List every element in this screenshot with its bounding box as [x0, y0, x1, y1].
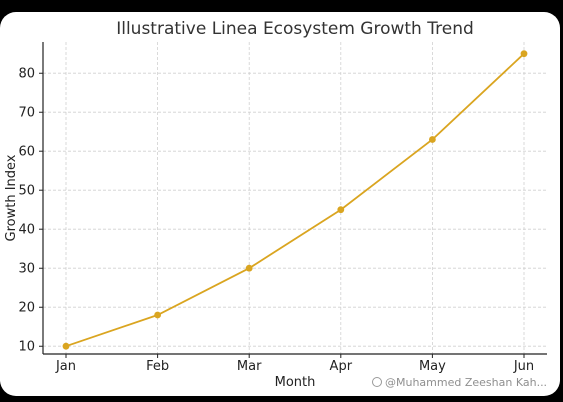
chart-title: Illustrative Linea Ecosystem Growth Tren…	[116, 19, 474, 39]
series-line	[65, 53, 525, 348]
x-tick-label: Jan	[55, 359, 76, 374]
y-tick-label: 70	[18, 106, 35, 121]
x-tick-label: May	[419, 359, 446, 374]
y-tick-label: 50	[18, 184, 35, 199]
chart-panel: Illustrative Linea Ecosystem Growth Tren…	[0, 12, 560, 396]
tick-labels: 10 20 30 40 50 60 70 80 Jan Feb Mar Apr May Jun	[18, 67, 534, 374]
y-tick-label: 80	[18, 67, 35, 82]
line-chart: Illustrative Linea Ecosystem Growth Tren…	[4, 19, 547, 390]
data-point-may	[429, 136, 436, 143]
data-point-jan	[62, 342, 70, 350]
data-point-feb	[154, 311, 162, 319]
y-tick-label: 20	[18, 301, 35, 316]
y-tick-label: 60	[18, 145, 35, 160]
y-tick-label: 30	[18, 262, 35, 277]
y-axis-label: Growth Index	[4, 154, 19, 241]
data-point-jun	[520, 50, 528, 58]
y-tick-label: 10	[18, 340, 35, 355]
grid	[43, 42, 547, 354]
x-axis-label: Month	[275, 375, 316, 390]
axes	[39, 42, 547, 358]
watermark: @Muhammed Zeeshan Kah...	[372, 376, 562, 389]
x-tick-label: Apr	[330, 359, 353, 374]
watermark-text: @Muhammed Zeeshan Kah...	[385, 376, 548, 389]
data-series	[62, 50, 528, 350]
x-tick-label: Mar	[237, 359, 262, 374]
data-point-apr	[337, 206, 345, 214]
y-tick-label: 40	[18, 223, 35, 238]
x-tick-label: Feb	[146, 359, 169, 374]
x-tick-label: Jun	[513, 359, 534, 374]
watermark-icon	[372, 377, 382, 387]
data-point-mar	[245, 264, 253, 272]
